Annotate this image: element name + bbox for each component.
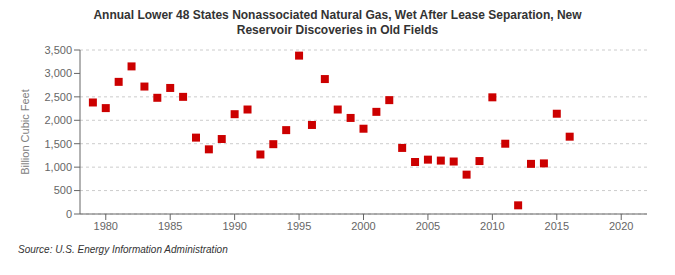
svg-text:1980: 1980: [94, 220, 118, 232]
svg-text:1,000: 1,000: [44, 161, 72, 173]
svg-text:1995: 1995: [287, 220, 311, 232]
svg-text:1985: 1985: [158, 220, 182, 232]
svg-text:1990: 1990: [222, 220, 246, 232]
svg-text:2,000: 2,000: [44, 114, 72, 126]
svg-text:2010: 2010: [480, 220, 504, 232]
svg-text:1,500: 1,500: [44, 138, 72, 150]
svg-text:500: 500: [54, 184, 72, 196]
svg-text:2,500: 2,500: [44, 91, 72, 103]
svg-text:2000: 2000: [351, 220, 375, 232]
svg-text:0: 0: [66, 208, 72, 220]
svg-text:3,500: 3,500: [44, 44, 72, 56]
svg-text:2005: 2005: [416, 220, 440, 232]
svg-text:Billion Cubic Feet: Billion Cubic Feet: [19, 89, 31, 175]
html-text:Source: U.S. Energy Informatio: Source: U.S. Energy Information Administ…: [18, 244, 228, 255]
html-text:Annual Lower 48 States Nonasso: Annual Lower 48 States Nonassociated Nat…: [93, 8, 582, 22]
svg-text:2020: 2020: [609, 220, 633, 232]
svg-text:3,000: 3,000: [44, 67, 72, 79]
svg-text:2015: 2015: [545, 220, 569, 232]
html-text:Reservoir Discoveries in Old F: Reservoir Discoveries in Old Fields: [236, 23, 439, 37]
